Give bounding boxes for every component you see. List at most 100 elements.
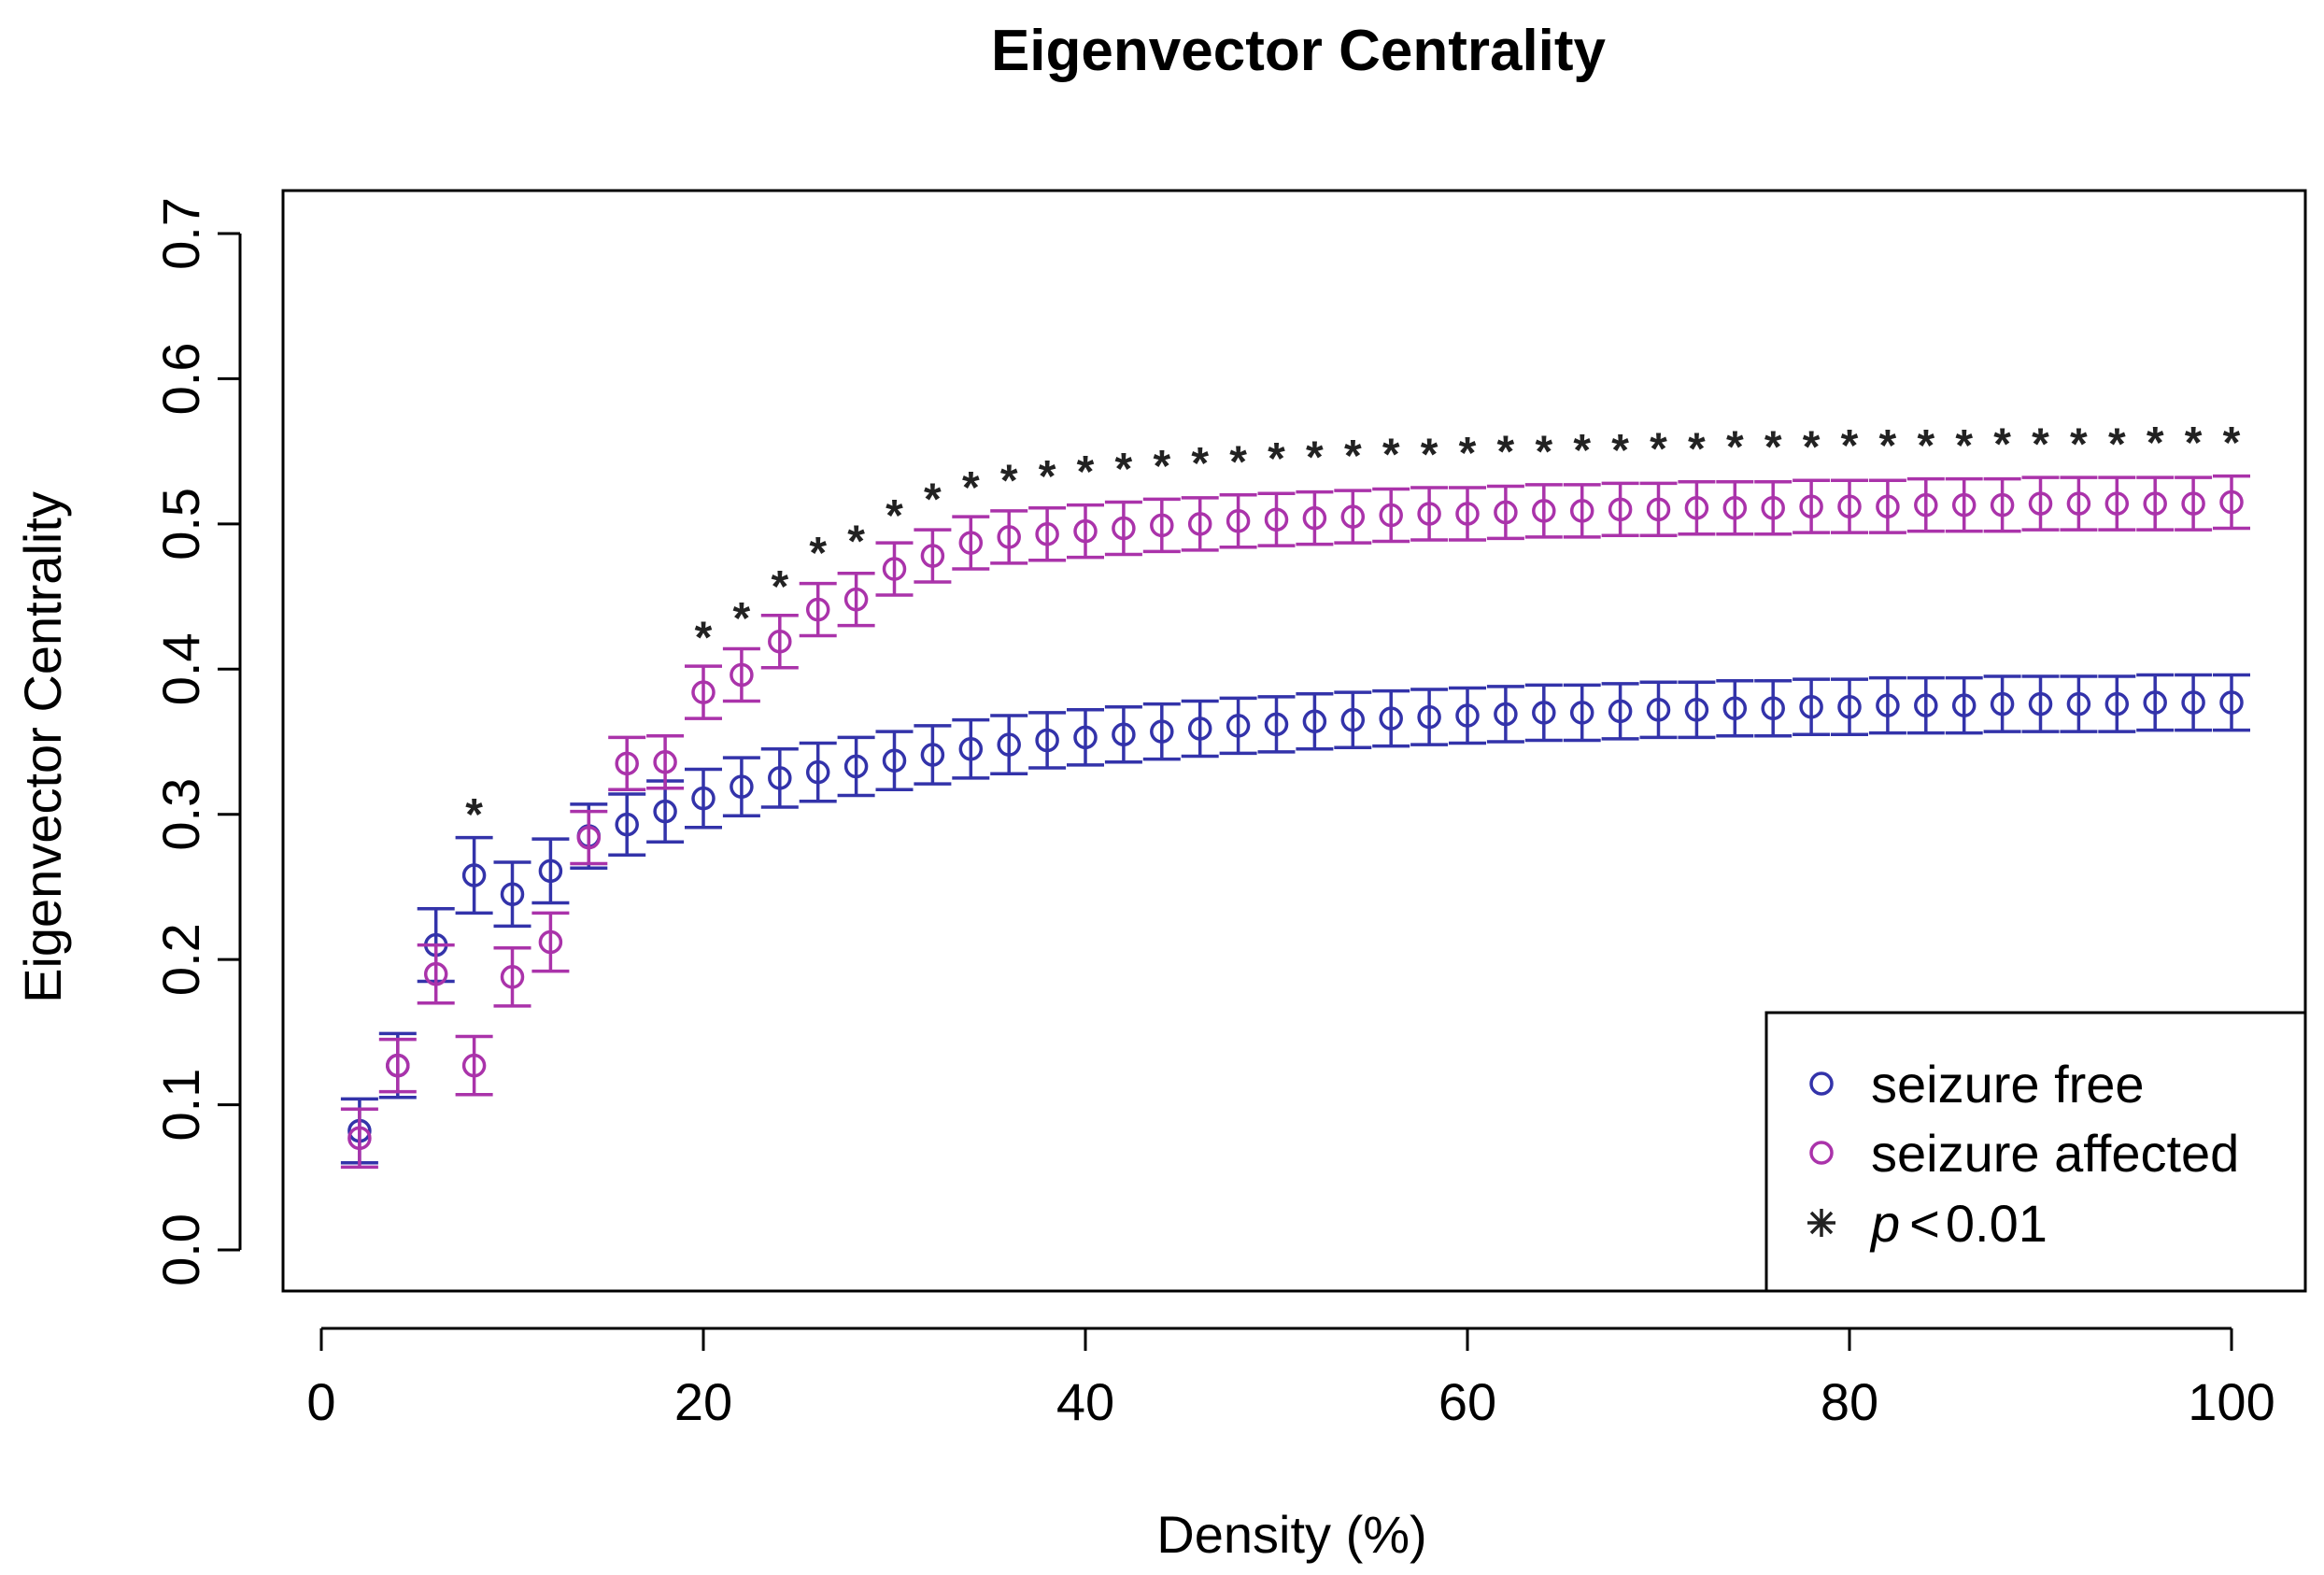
data-point-seizure-free	[1563, 683, 1601, 743]
y-tick-label: 0.5	[151, 488, 210, 560]
data-point-seizure-affected	[2060, 475, 2098, 532]
data-point-seizure-affected	[646, 734, 685, 790]
point-marker	[1150, 513, 1174, 538]
point-marker	[1340, 707, 1366, 732]
significance-star: *	[2185, 419, 2203, 468]
data-point-seizure-free	[760, 747, 799, 809]
point-marker	[1073, 725, 1098, 750]
point-marker	[1914, 693, 1938, 717]
significance-star: *	[1344, 432, 1362, 481]
data-point-seizure-affected	[1945, 476, 1983, 533]
point-marker	[615, 751, 639, 776]
significance-star: *	[1382, 430, 1400, 479]
significance-star: *	[1000, 456, 1018, 505]
x-tick-label: 100	[2188, 1372, 2274, 1431]
data-point-seizure-free	[1372, 688, 1410, 748]
data-point-seizure-free	[1104, 704, 1142, 764]
data-point-seizure-affected	[1449, 486, 1486, 542]
data-point-seizure-free	[1296, 691, 1334, 751]
data-marks	[340, 474, 2250, 1170]
significance-star: *	[771, 562, 788, 612]
point-marker	[958, 531, 984, 555]
data-point-seizure-free	[455, 835, 493, 915]
point-marker	[920, 743, 945, 767]
point-marker	[1684, 698, 1709, 722]
significance-star: *	[1115, 445, 1133, 494]
significance-star: *	[1726, 423, 1744, 473]
y-tick-label: 0.7	[151, 197, 210, 270]
point-marker	[1379, 706, 1403, 731]
point-marker	[1226, 714, 1251, 738]
point-marker	[1417, 704, 1441, 730]
data-point-seizure-free	[1334, 690, 1372, 749]
significance-star: *	[695, 613, 713, 662]
significance-star: *	[1611, 426, 1629, 475]
point-marker	[2028, 691, 2053, 717]
data-point-seizure-affected	[990, 509, 1028, 565]
plot-frame	[281, 189, 2307, 1293]
significance-star: *	[1879, 421, 1897, 471]
data-point-seizure-affected	[875, 541, 914, 597]
data-point-seizure-affected	[2213, 474, 2250, 531]
data-point-seizure-free	[1868, 675, 1906, 735]
data-point-seizure-affected	[2098, 475, 2136, 532]
x-tick-label: 60	[1438, 1372, 1496, 1431]
axes: 0 20 40 60 80 100 0.0 0.1 0.2 0.3 0.4 0.5 0.6 0.7	[151, 197, 2275, 1431]
x-tick-label: 80	[1821, 1372, 1878, 1431]
significance-star: *	[1497, 427, 1515, 476]
significance-star: *	[1993, 420, 2011, 470]
point-marker	[1837, 694, 1862, 719]
data-point-seizure-free	[1449, 686, 1486, 745]
legend-label-seizure-free: seizure free	[1871, 1055, 2145, 1114]
y-tick-label: 0.3	[151, 778, 210, 851]
data-point-seizure-affected	[1067, 503, 1104, 560]
point-marker	[1990, 492, 2015, 518]
point-marker	[1379, 503, 1403, 528]
significance-star: *	[924, 475, 942, 525]
point-marker	[1722, 696, 1748, 721]
point-marker	[2219, 690, 2244, 715]
data-point-seizure-affected	[1334, 489, 1372, 545]
point-marker	[1532, 701, 1556, 725]
significance-star: *	[1039, 452, 1056, 502]
point-marker	[1455, 703, 1480, 728]
point-marker	[1073, 518, 1098, 544]
point-marker	[843, 754, 869, 779]
data-point-seizure-affected	[1486, 484, 1524, 541]
data-point-seizure-affected	[570, 809, 608, 866]
point-marker	[1112, 516, 1136, 541]
data-point-seizure-affected	[1257, 491, 1296, 547]
point-marker	[1187, 717, 1212, 741]
point-marker	[1264, 507, 1289, 532]
point-marker	[538, 929, 563, 955]
data-point-seizure-free	[1793, 677, 1831, 736]
data-point-seizure-affected	[493, 945, 531, 1008]
significance-star: *	[2070, 420, 2088, 470]
point-marker	[500, 882, 525, 906]
point-marker	[805, 759, 830, 785]
point-marker	[1340, 504, 1366, 529]
point-marker	[500, 965, 525, 989]
significance-star: *	[2147, 419, 2164, 468]
data-point-seizure-free	[531, 837, 570, 905]
chart-title: Eigenvector Centrality	[991, 19, 1607, 83]
legend: seizure free seizure affected p <0.01	[1764, 1011, 2307, 1293]
y-tick-label: 0.6	[151, 342, 210, 415]
point-marker	[920, 544, 945, 568]
point-marker	[768, 630, 792, 654]
point-marker	[691, 786, 716, 811]
point-marker	[1187, 512, 1212, 536]
data-point-seizure-free	[914, 724, 952, 786]
significance-star: *	[465, 790, 483, 840]
data-point-seizure-free	[1028, 711, 1067, 770]
data-point-seizure-affected	[1410, 486, 1449, 542]
data-point-seizure-free	[990, 714, 1028, 775]
data-point-seizure-free	[2175, 673, 2213, 732]
data-point-seizure-free	[2021, 674, 2060, 733]
data-point-seizure-free	[1906, 675, 1945, 735]
significance-star: *	[1459, 429, 1477, 478]
data-point-seizure-free	[1831, 677, 1868, 736]
point-marker	[461, 863, 487, 887]
significance-star: *	[1077, 447, 1095, 497]
